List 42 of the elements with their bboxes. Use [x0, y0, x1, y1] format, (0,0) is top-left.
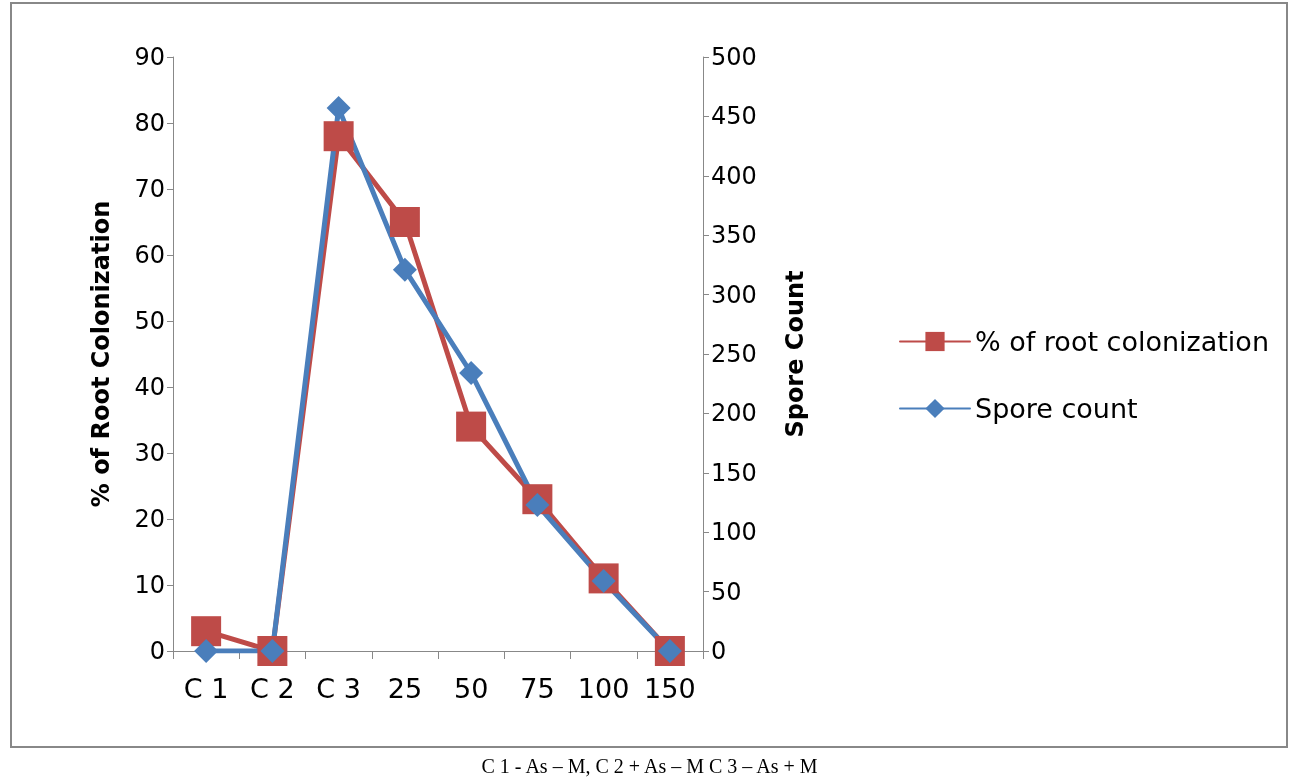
- y2-tick-label: 100: [711, 518, 757, 547]
- point: [323, 121, 354, 152]
- x-tick-label: C 3: [316, 673, 361, 704]
- y2-tick-label: 500: [711, 43, 757, 71]
- y2-tick-label: 150: [711, 458, 757, 487]
- y2-tick-label: 250: [711, 340, 757, 368]
- x-tick-label: 100: [577, 673, 630, 704]
- y2-tick-label: 300: [711, 280, 757, 309]
- y-tick-label: 80: [134, 109, 165, 137]
- point: [326, 96, 351, 121]
- point: [194, 639, 219, 663]
- point: [392, 257, 417, 282]
- y2-tick-label: 0: [711, 637, 727, 665]
- y2-tick-label: 350: [711, 221, 757, 250]
- x-tick-label: 75: [520, 673, 555, 704]
- text: C 1 - As – M, C 2 + As – M C 3 – As + M: [480, 755, 819, 778]
- point: [456, 411, 487, 442]
- y2-tick-label: 400: [711, 161, 757, 190]
- point: [459, 361, 484, 386]
- y2-axis-title: Spore Count: [781, 270, 809, 438]
- y-tick-label: 10: [134, 571, 165, 599]
- y-tick-label: 20: [134, 505, 165, 533]
- x-tick-label: C 1: [183, 673, 229, 704]
- y2-tick-label: 200: [711, 399, 757, 428]
- y-tick-label: 60: [134, 241, 165, 269]
- y-tick-label: 0: [149, 637, 165, 665]
- point: [191, 616, 222, 647]
- y-tick-label: 90: [134, 43, 165, 71]
- legend-label: Spore count: [975, 393, 1138, 424]
- point: [389, 207, 420, 237]
- x-tick-label: C 2: [250, 673, 295, 704]
- x-tick-label: 150: [644, 673, 696, 704]
- y-tick-label: 40: [134, 373, 165, 401]
- y2-tick-label: 450: [711, 102, 757, 131]
- x-tick-label: 50: [453, 673, 489, 704]
- x-tick-label: 25: [387, 673, 423, 704]
- y2-tick-label: 50: [711, 577, 742, 606]
- y-axis-title: % of Root Colonization: [87, 200, 115, 508]
- y-tick-label: 50: [134, 307, 165, 335]
- y-tick-label: 70: [134, 175, 165, 203]
- legend-label: % of root colonization: [975, 326, 1270, 357]
- y-tick-label: 30: [134, 439, 165, 467]
